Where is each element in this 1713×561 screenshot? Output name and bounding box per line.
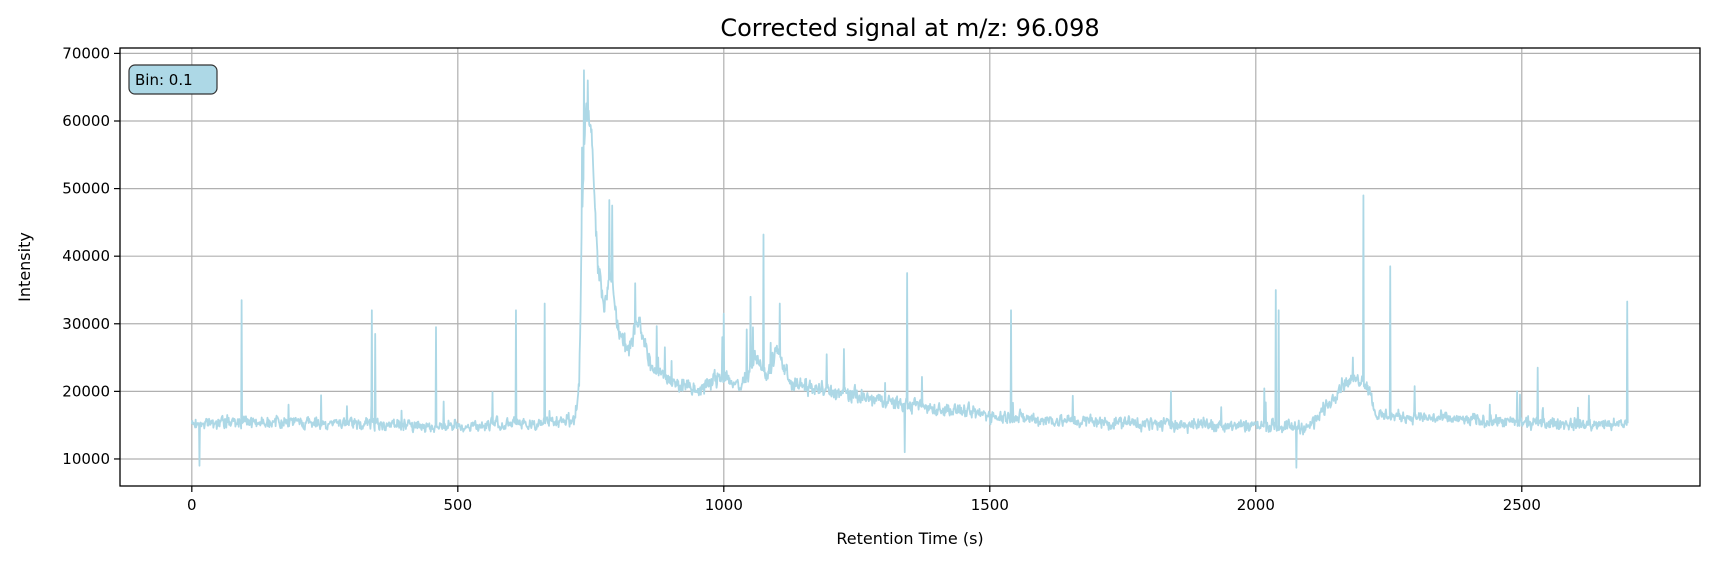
annotation-text: Bin: 0.1 bbox=[135, 71, 193, 89]
y-tick-label: 30000 bbox=[62, 315, 110, 333]
x-tick-label: 1500 bbox=[971, 496, 1009, 514]
y-tick-label: 60000 bbox=[62, 112, 110, 130]
y-tick-label: 50000 bbox=[62, 180, 110, 198]
x-axis-label: Retention Time (s) bbox=[836, 529, 983, 548]
series-line bbox=[190, 69, 1629, 469]
y-tick-label: 70000 bbox=[62, 44, 110, 62]
grid bbox=[120, 48, 1700, 486]
x-tick-label: 500 bbox=[443, 496, 472, 514]
bin-annotation: Bin: 0.1 bbox=[128, 64, 218, 95]
y-axis-label: Intensity bbox=[15, 232, 34, 302]
x-tick-label: 2000 bbox=[1237, 496, 1275, 514]
x-tick-label: 0 bbox=[187, 496, 197, 514]
x-tick-label: 2500 bbox=[1503, 496, 1541, 514]
y-tick-label: 10000 bbox=[62, 450, 110, 468]
axis-ticks: 0 500 1000 1500 2000 2500 10000 20000 30000 40000… bbox=[62, 44, 1541, 514]
annotation-box bbox=[128, 64, 218, 95]
plot-frame bbox=[119, 47, 1701, 487]
y-tick-label: 20000 bbox=[62, 382, 110, 400]
x-tick-label: 1000 bbox=[705, 496, 743, 514]
y-tick-label: 40000 bbox=[62, 247, 110, 265]
chart-title: Corrected signal at m/z: 96.098 bbox=[720, 14, 1099, 42]
